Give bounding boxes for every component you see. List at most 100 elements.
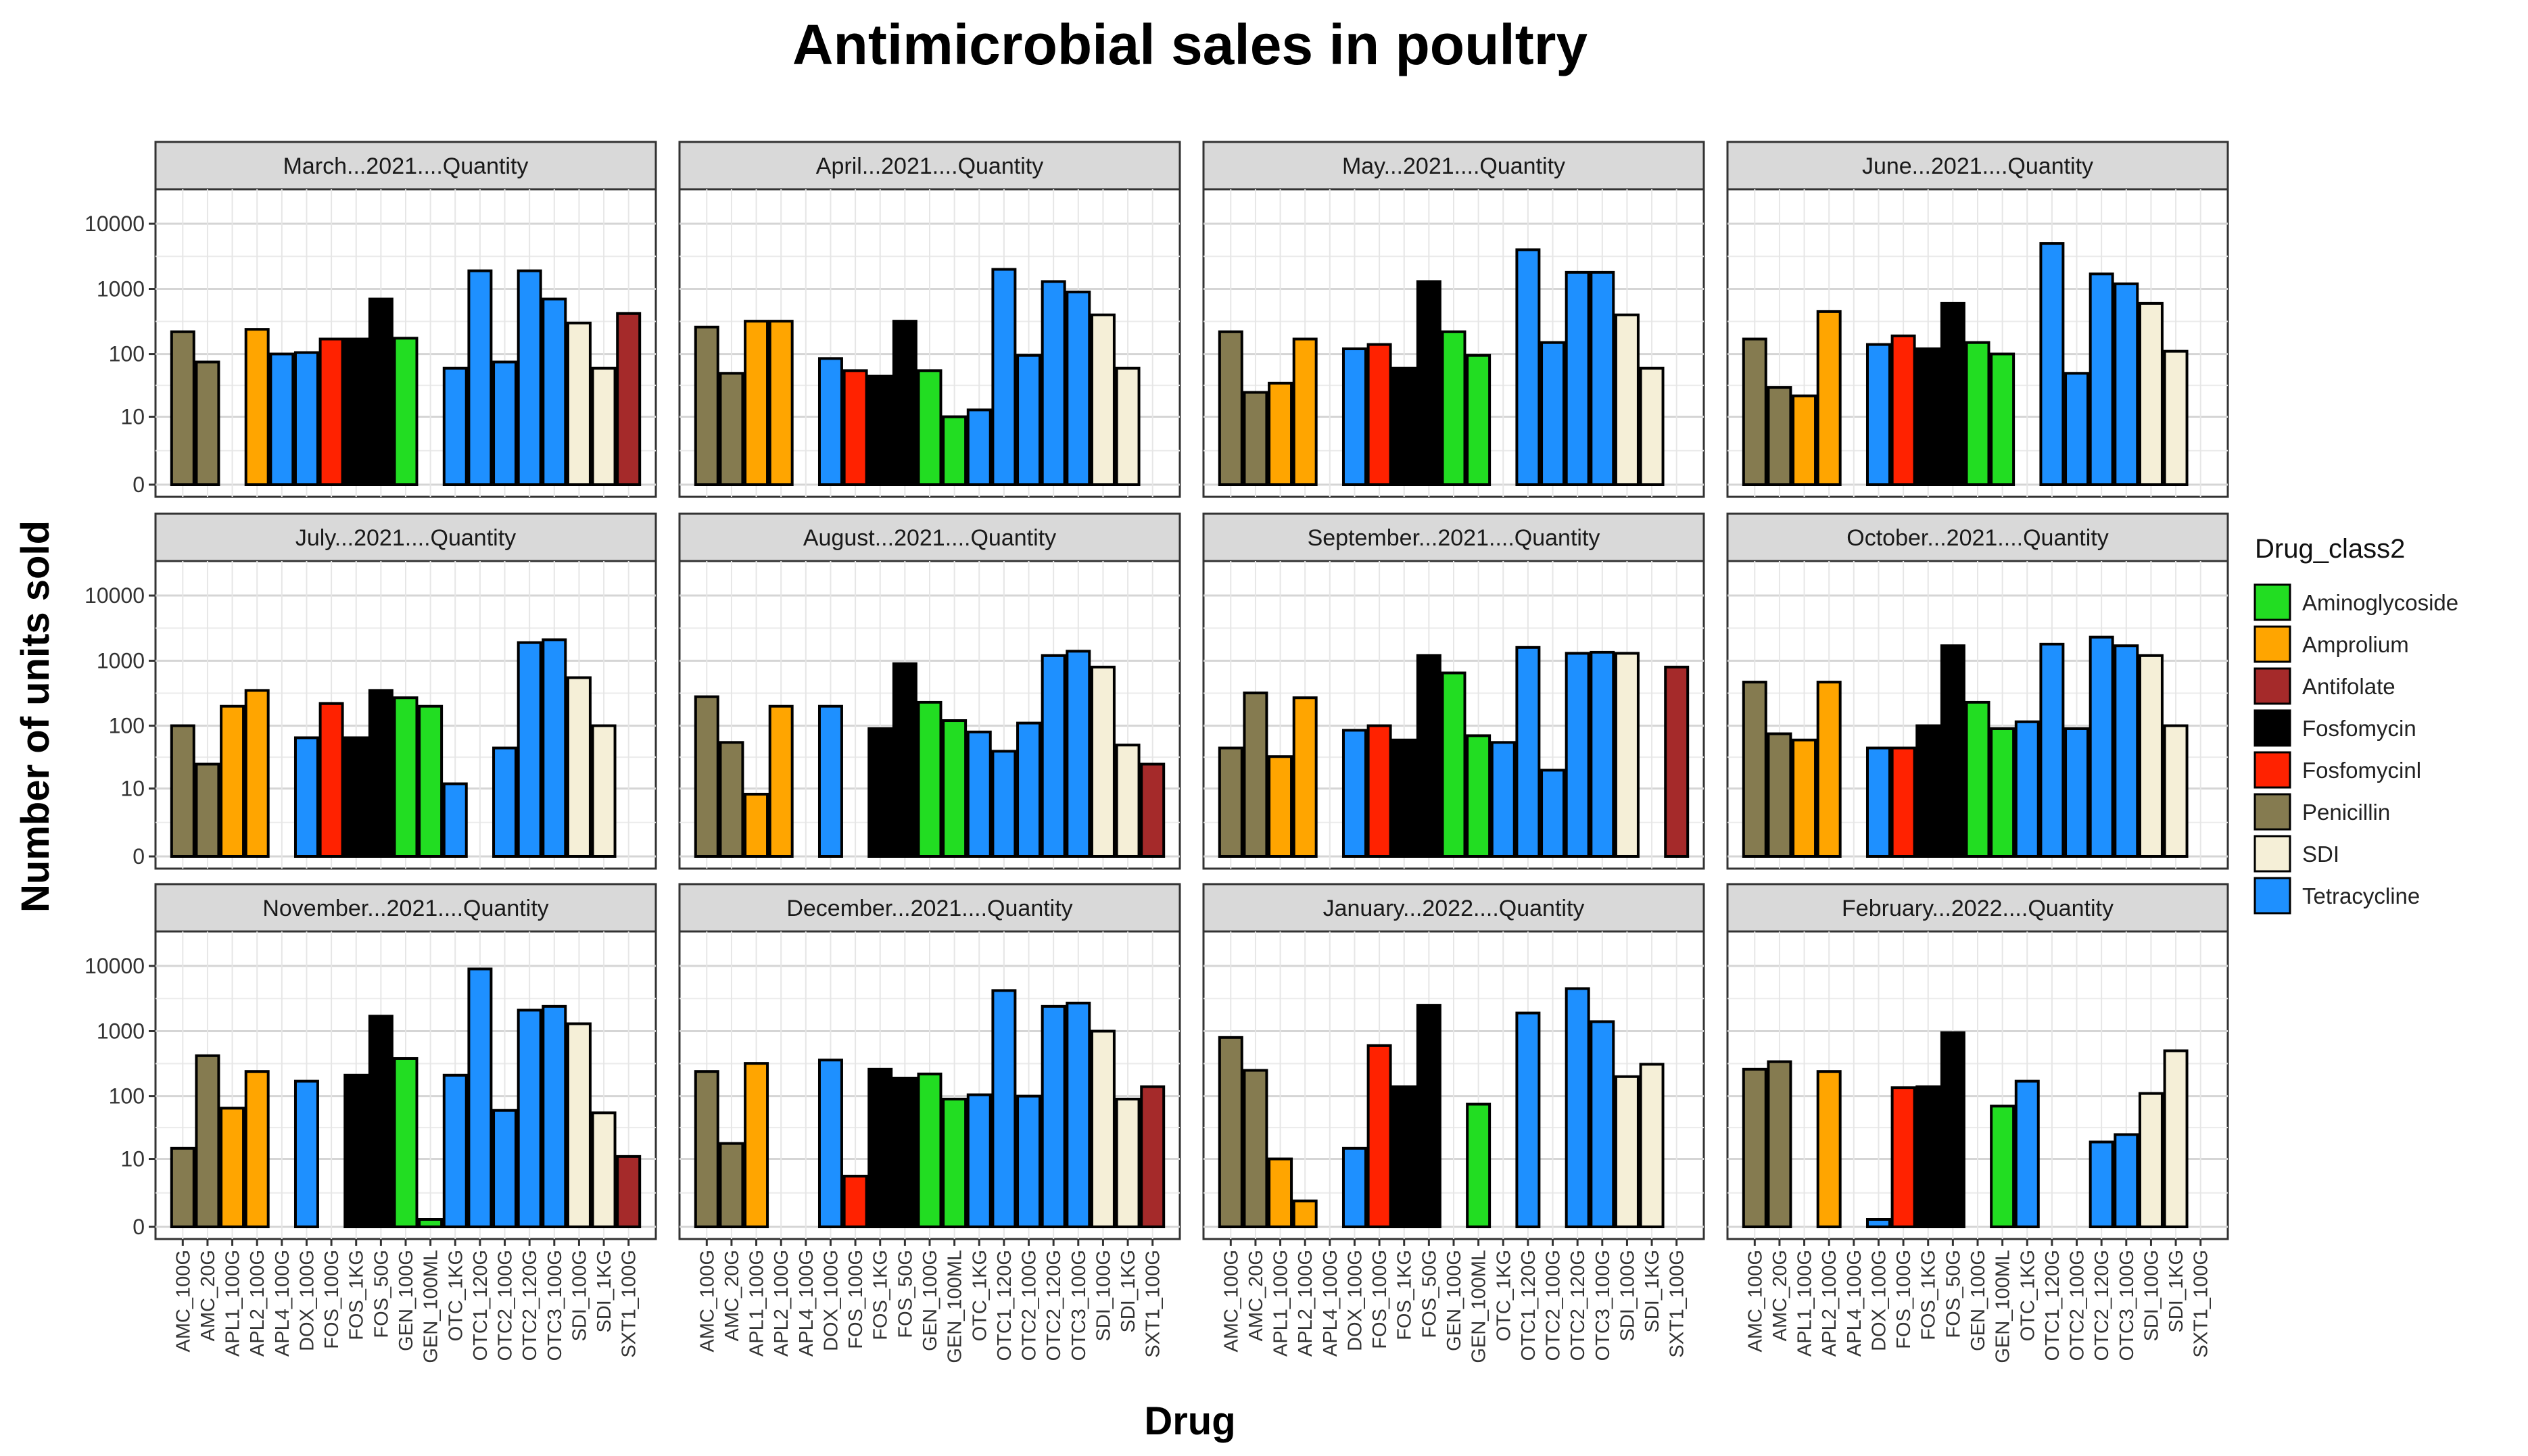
facet-panel: November...2021....Quantity 0 10 100 1000 100… xyxy=(85,883,657,1363)
facet-label: March...2021....Quantity xyxy=(283,153,529,179)
x-tick-label: OTC1_120G xyxy=(1518,1250,1540,1361)
bar-sdi-1kg xyxy=(1115,744,1141,858)
x-tick-label: SDI_100G xyxy=(1093,1250,1114,1341)
x-tick-label: DOX_100G xyxy=(1344,1250,1366,1351)
bar-gen-100ml xyxy=(1990,727,2016,858)
bar-fos-1kg xyxy=(1391,366,1417,487)
x-tick-label: FOS_50G xyxy=(1942,1250,1964,1338)
x-tick-label: APL1_100G xyxy=(1270,1250,1292,1357)
facet-strip xyxy=(1202,883,1705,933)
bar-fos-1kg xyxy=(1915,1085,1941,1229)
bar-apl2-100g xyxy=(1816,1070,1842,1228)
bar-apl2-100g xyxy=(1816,681,1842,858)
x-tick-label: OTC1_120G xyxy=(994,1250,1016,1361)
bar-fos-50g xyxy=(368,1015,393,1229)
bar-otc2-100g xyxy=(492,360,518,486)
bar-otc3-100g xyxy=(542,1004,567,1229)
facet-strip xyxy=(1726,512,2229,562)
chart-title: Antimicrobial sales in poultry xyxy=(792,13,1588,76)
bar-apl2-100g xyxy=(1292,696,1318,858)
bar-apl1-100g xyxy=(744,320,769,487)
facet-panel: March...2021....Quantity 0 10 100 1000 10000 xyxy=(85,141,657,498)
x-tick-label: OTC_1KG xyxy=(445,1250,467,1341)
bar-sdi-1kg xyxy=(2163,349,2189,486)
facet-panel: April...2021....Quantity xyxy=(678,141,1181,498)
facet-panel: February...2022....Quantity AMC_100G AMC_2… xyxy=(1726,883,2229,1363)
facet-label: July...2021....Quantity xyxy=(295,525,516,551)
bar-fos-100g xyxy=(1366,724,1392,858)
bar-amc-20g xyxy=(1243,391,1268,486)
bar-gen-100ml xyxy=(1466,734,1492,858)
x-tick-label: OTC1_120G xyxy=(2042,1250,2064,1361)
bar-otc2-100g xyxy=(2064,372,2090,487)
legend-label: Fosfomycinl xyxy=(2302,758,2421,783)
y-tick-label: 100 xyxy=(109,714,145,738)
bar-gen-100ml xyxy=(418,1218,444,1229)
bar-amc-100g xyxy=(1218,746,1243,858)
bar-otc-1kg xyxy=(966,1093,992,1229)
facet-strip xyxy=(678,883,1181,933)
bar-otc-1kg xyxy=(1490,741,1516,858)
x-tick-label: APL4_100G xyxy=(1320,1250,1341,1357)
bar-gen-100ml xyxy=(418,704,444,858)
facet-label: August...2021....Quantity xyxy=(803,525,1056,551)
bar-otc3-100g xyxy=(542,297,567,486)
bar-fos-100g xyxy=(842,369,868,487)
facet-panel: September...2021....Quantity xyxy=(1202,512,1705,870)
bar-otc1-120g xyxy=(467,967,493,1228)
bar-otc3-100g xyxy=(2114,644,2139,858)
legend-label: Aminoglycoside xyxy=(2302,590,2458,615)
bar-otc1-120g xyxy=(991,750,1017,858)
bar-sdi-1kg xyxy=(1115,1097,1141,1228)
bar-dox-100g xyxy=(817,1059,843,1229)
x-tick-label: OTC_1KG xyxy=(2017,1250,2038,1341)
bar-fos-50g xyxy=(892,320,917,487)
bar-dox-100g xyxy=(1341,729,1367,858)
x-tick-label: OTC2_100G xyxy=(2067,1250,2089,1361)
bar-apl2-100g xyxy=(768,704,794,858)
bar-apl2-100g xyxy=(1292,337,1318,486)
x-tick-label: GEN_100ML xyxy=(1469,1250,1490,1363)
bar-otc3-100g xyxy=(1590,270,1615,486)
bar-otc2-120g xyxy=(1041,1004,1066,1229)
x-tick-label: GEN_100G xyxy=(1444,1250,1465,1351)
x-tick-label: FOS_50G xyxy=(371,1250,392,1338)
bar-otc1-120g xyxy=(1515,1011,1541,1228)
x-tick-label: OTC3_100G xyxy=(1592,1250,1614,1361)
bar-amc-100g xyxy=(170,1146,195,1229)
facet-panel: July...2021....Quantity 0 10 100 1000 10000 xyxy=(85,512,657,870)
bar-fos-50g xyxy=(1940,644,1965,858)
bar-fos-100g xyxy=(318,337,344,486)
bar-gen-100ml xyxy=(1990,1105,2016,1228)
x-tick-label: OTC_1KG xyxy=(1493,1250,1515,1341)
x-axis-title: Drug xyxy=(1144,1399,1235,1443)
x-tick-label: OTC2_120G xyxy=(1567,1250,1589,1361)
legend-label: Antifolate xyxy=(2302,674,2395,699)
bar-otc1-120g xyxy=(991,268,1017,486)
bar-apl1-100g xyxy=(1268,381,1293,487)
legend-swatch xyxy=(2253,793,2291,831)
legend-swatch xyxy=(2253,751,2291,789)
x-tick-label: AMC_100G xyxy=(1220,1250,1242,1353)
bar-otc-1kg xyxy=(2014,1079,2040,1228)
x-tick-label: AMC_100G xyxy=(172,1250,194,1353)
bar-amc-100g xyxy=(694,1070,719,1228)
y-tick-label: 1000 xyxy=(97,276,145,301)
bar-sdi-1kg xyxy=(591,724,617,858)
bar-gen-100ml xyxy=(942,1097,968,1228)
bar-otc2-120g xyxy=(1565,652,1590,858)
bar-fos-1kg xyxy=(867,374,893,486)
bar-amc-100g xyxy=(694,695,719,858)
x-tick-label: SDI_100G xyxy=(569,1250,590,1341)
bar-fos-50g xyxy=(1416,654,1441,858)
bar-fos-1kg xyxy=(1915,724,1941,858)
x-tick-label: OTC3_100G xyxy=(2116,1250,2138,1361)
y-tick-label: 100 xyxy=(109,1084,145,1109)
bar-apl1-100g xyxy=(220,1107,245,1228)
bar-dox-100g xyxy=(1865,746,1891,858)
bar-dox-100g xyxy=(817,704,843,858)
y-tick-label: 10000 xyxy=(85,212,145,236)
bar-otc-1kg xyxy=(966,408,992,486)
x-tick-label: FOS_100G xyxy=(845,1250,867,1349)
bar-otc-1kg xyxy=(442,366,468,487)
